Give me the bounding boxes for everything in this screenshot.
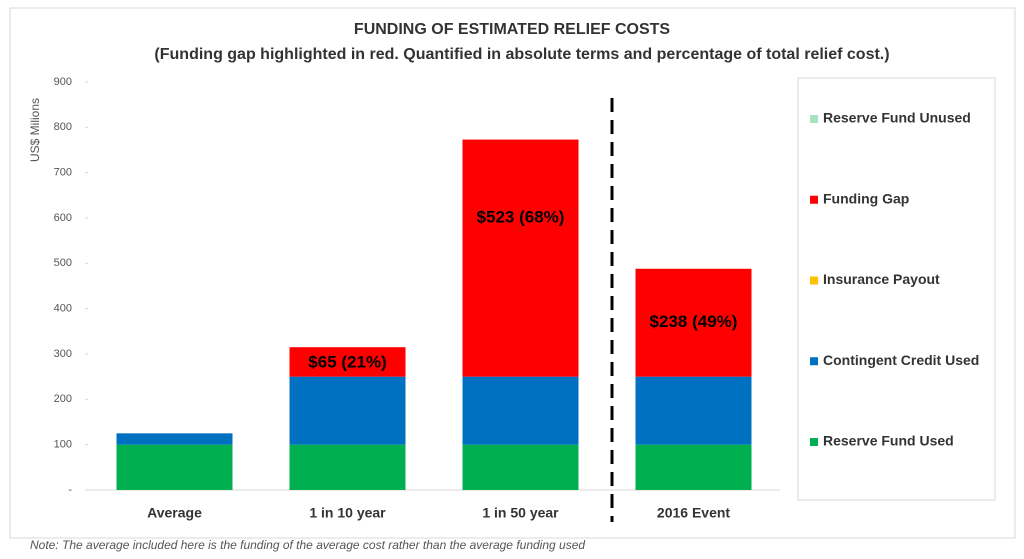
bar-segment: [289, 347, 406, 377]
note: Note: The average included here is the f…: [30, 538, 585, 552]
y-tick-label: 600: [54, 212, 72, 224]
bar-segment: [462, 139, 579, 377]
legend-label: Funding Gap: [823, 190, 909, 206]
bar-segment: [289, 444, 406, 490]
x-tick-label: 1 in 10 year: [309, 505, 386, 521]
chart-subtitle: (Funding gap highlighted in red. Quantif…: [154, 46, 889, 63]
data-label: $523 (68%): [477, 208, 565, 227]
y-tick-label: 100: [54, 439, 72, 451]
bar-segment: [462, 376, 579, 445]
legend-swatch: [810, 115, 818, 123]
data-label: $65 (21%): [308, 353, 386, 372]
bar-segment: [116, 433, 233, 445]
y-tick-label: 500: [54, 257, 72, 269]
y-axis-label: US$ Milions: [28, 98, 42, 162]
x-tick-label: 1 in 50 year: [482, 505, 559, 521]
bar-segment: [462, 444, 579, 490]
bar-segment: [289, 376, 406, 445]
x-tick-label: Average: [147, 505, 202, 521]
y-tick-label: 800: [54, 121, 72, 133]
legend-label: Insurance Payout: [823, 271, 940, 287]
y-tick-label: 300: [54, 348, 72, 360]
bar-segment: [635, 268, 752, 377]
legend-label: Reserve Fund Unused: [823, 110, 971, 126]
chart-title: FUNDING OF ESTIMATED RELIEF COSTS: [354, 21, 670, 38]
legend-label: Contingent Credit Used: [823, 352, 979, 368]
y-tick-label: 700: [54, 167, 72, 179]
bar-segment: [635, 444, 752, 490]
y-tick-label: 200: [54, 393, 72, 405]
y-tick-label: 900: [54, 76, 72, 88]
bar-segment: [116, 444, 233, 490]
legend-swatch: [810, 438, 818, 446]
y-tick-label: 400: [54, 303, 72, 315]
legend-label: Reserve Fund Used: [823, 433, 954, 449]
bar-segment: [635, 376, 752, 445]
y-tick-label: -: [68, 484, 72, 496]
legend-swatch: [810, 357, 818, 366]
legend-swatch: [810, 195, 818, 204]
data-label: $238 (49%): [650, 312, 738, 331]
x-tick-label: 2016 Event: [657, 505, 730, 521]
legend-swatch: [810, 276, 818, 285]
legend-box: [797, 77, 996, 501]
